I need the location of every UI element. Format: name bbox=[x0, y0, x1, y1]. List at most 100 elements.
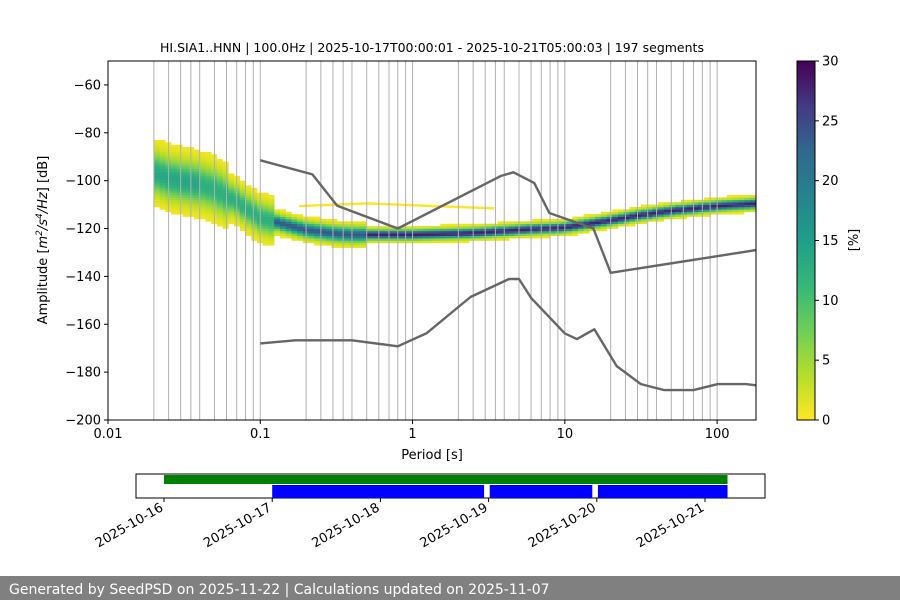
heatmap-cell bbox=[285, 221, 292, 225]
heatmap-cell bbox=[182, 199, 189, 203]
heatmap-cell bbox=[434, 233, 441, 237]
heatmap-cell bbox=[469, 238, 476, 241]
heatmap-cell bbox=[268, 199, 275, 203]
heatmap-cell bbox=[285, 230, 292, 234]
heatmap-cell bbox=[721, 199, 728, 203]
heatmap-cell bbox=[360, 242, 367, 246]
heatmap-cell bbox=[451, 223, 458, 227]
heatmap-cell bbox=[228, 180, 235, 184]
heatmap-cell bbox=[331, 221, 338, 225]
heatmap-cell bbox=[216, 185, 223, 189]
heatmap-cell bbox=[635, 216, 642, 220]
heatmap-cell bbox=[159, 156, 166, 160]
heatmap-cell bbox=[153, 183, 160, 186]
heatmap-cell bbox=[629, 206, 636, 210]
colorbar-tick-label: 25 bbox=[822, 114, 839, 129]
heatmap-cell bbox=[577, 228, 584, 232]
heatmap-cell bbox=[520, 226, 527, 229]
heatmap-cell bbox=[228, 218, 235, 222]
heatmap-cell bbox=[572, 216, 579, 220]
heatmap-cell bbox=[274, 209, 281, 213]
heatmap-cell bbox=[245, 192, 252, 196]
heatmap-cell bbox=[262, 228, 269, 232]
heatmap-cell bbox=[268, 233, 275, 237]
heatmap-cell bbox=[434, 235, 441, 239]
heatmap-cell bbox=[245, 233, 252, 237]
heatmap-cell bbox=[153, 159, 160, 162]
heatmap-cell bbox=[228, 192, 235, 196]
heatmap-cell bbox=[159, 151, 166, 155]
heatmap-cell bbox=[193, 154, 200, 158]
heatmap-cell bbox=[646, 216, 653, 220]
heatmap-cell bbox=[617, 214, 625, 217]
heatmap-cell bbox=[320, 242, 327, 246]
heatmap-cell bbox=[216, 183, 223, 186]
heatmap-cell bbox=[423, 228, 430, 232]
heatmap-cell bbox=[239, 223, 246, 227]
heatmap-cell bbox=[446, 240, 453, 244]
heatmap-cell bbox=[325, 242, 332, 246]
heatmap-cell bbox=[222, 183, 229, 186]
heatmap-cell bbox=[176, 149, 183, 153]
heatmap-cell bbox=[726, 204, 733, 208]
heatmap-cell bbox=[692, 206, 699, 210]
heatmap-cell bbox=[176, 154, 183, 158]
heatmap-cell bbox=[314, 228, 321, 232]
heatmap-cell bbox=[171, 187, 178, 191]
heatmap-cell bbox=[205, 166, 212, 169]
heatmap-cell bbox=[345, 202, 352, 206]
heatmap-cell bbox=[153, 168, 160, 172]
heatmap-cell bbox=[663, 204, 670, 208]
heatmap-cell bbox=[342, 228, 349, 232]
heatmap-cell bbox=[228, 199, 235, 203]
heatmap-cell bbox=[583, 214, 590, 217]
heatmap-cell bbox=[509, 223, 516, 227]
heatmap-cell bbox=[171, 166, 178, 169]
heatmap-cell bbox=[159, 159, 166, 162]
heatmap-cell bbox=[652, 209, 659, 213]
heatmap-cell bbox=[640, 218, 647, 222]
heatmap-cell bbox=[396, 203, 403, 206]
heatmap-cell bbox=[199, 163, 206, 167]
heatmap-cell bbox=[377, 240, 384, 244]
heatmap-cell bbox=[222, 175, 229, 179]
y-tick-label: −140 bbox=[65, 270, 101, 285]
heatmap-cell bbox=[153, 199, 160, 203]
heatmap-cell bbox=[308, 233, 315, 237]
heatmap-cell bbox=[669, 216, 676, 220]
plot-frame bbox=[107, 60, 757, 421]
heatmap-cell bbox=[193, 187, 200, 191]
heatmap-cell bbox=[205, 161, 212, 165]
heatmap-cell bbox=[732, 202, 739, 205]
heatmap-cell bbox=[176, 197, 183, 201]
heatmap-cell bbox=[446, 230, 453, 234]
heatmap-cell bbox=[297, 235, 304, 239]
heatmap-cell bbox=[669, 211, 676, 215]
heatmap-cell bbox=[205, 156, 212, 160]
heatmap-cell bbox=[159, 168, 166, 172]
heatmap-cell bbox=[245, 197, 252, 201]
heatmap-cell bbox=[251, 223, 258, 227]
heatmap-cell bbox=[474, 235, 481, 239]
heatmap-cell bbox=[646, 204, 653, 208]
heatmap-cell bbox=[245, 214, 252, 217]
heatmap-cell bbox=[640, 216, 647, 220]
heatmap-cell bbox=[327, 203, 334, 207]
heatmap-cell bbox=[314, 240, 321, 244]
heatmap-cell bbox=[153, 185, 160, 189]
heatmap-cell bbox=[222, 166, 229, 169]
heatmap-cell bbox=[646, 214, 653, 217]
heatmap-cell bbox=[239, 187, 246, 191]
heatmap-cell bbox=[503, 221, 510, 225]
heatmap-cell bbox=[245, 216, 252, 220]
heatmap-cell bbox=[595, 214, 602, 217]
heatmap-cell bbox=[268, 211, 275, 215]
heatmap-cell bbox=[476, 206, 483, 210]
heatmap-cell bbox=[297, 221, 304, 225]
heatmap-cell bbox=[509, 230, 516, 234]
heatmap-cell bbox=[308, 226, 315, 229]
heatmap-cell bbox=[463, 233, 470, 237]
heatmap-cell bbox=[526, 228, 533, 232]
heatmap-cell bbox=[681, 211, 688, 215]
heatmap-cell bbox=[320, 226, 327, 229]
